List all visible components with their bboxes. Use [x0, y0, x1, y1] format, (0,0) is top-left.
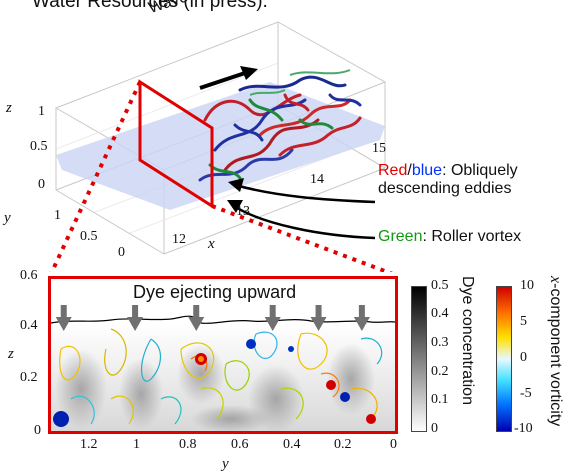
- header-caption: Water Resources (in press).: [32, 0, 268, 12]
- upward-ejection-arrows: [55, 305, 370, 331]
- ejection-arrow-head: [264, 317, 281, 331]
- z-tick-bottom: 0: [34, 423, 41, 438]
- y-tick-bottom: 0.6: [231, 437, 249, 452]
- ejection-arrow-head: [310, 317, 327, 331]
- vortex-cores: [53, 339, 376, 427]
- ejection-arrow-head: [188, 317, 205, 331]
- wave-arrow-head: [240, 66, 258, 80]
- y-tick: 0.5: [80, 229, 98, 244]
- dye-cbar-tick: 0.3: [431, 335, 449, 350]
- x-tick: 12: [172, 232, 186, 247]
- ejection-arrow-shaft: [315, 305, 322, 319]
- y-tick-bottom: 0.2: [334, 437, 352, 452]
- x-tick: 15: [372, 141, 386, 156]
- wave-arrow-shaft: [199, 70, 249, 90]
- roller-annotation: Green: Roller vortex: [378, 228, 522, 245]
- z-tick: 0.5: [30, 139, 48, 154]
- ejection-arrow-shaft: [193, 305, 200, 319]
- vort-cbar-tick: -5: [520, 386, 532, 401]
- ejection-arrow-shaft: [269, 305, 276, 319]
- vort-cbar-tick: -10: [514, 421, 533, 436]
- free-surface-line: [51, 315, 395, 325]
- dotted-connector-right: [211, 204, 394, 272]
- z-tick: 1: [38, 104, 45, 119]
- dye-cbar-tick: 0: [431, 421, 438, 436]
- y-tick-bottom: 1.2: [80, 437, 98, 452]
- roller-vortex-traces: [249, 69, 351, 96]
- eddies-annotation: Red/blue: Obliquely descending eddies: [378, 162, 518, 197]
- ejection-arrow-head: [127, 317, 144, 331]
- ejection-arrow-shaft: [358, 305, 365, 319]
- z-tick-bottom: 0.4: [20, 318, 38, 333]
- ejection-arrow-head: [353, 317, 370, 331]
- x-axis-label-top: x: [208, 236, 215, 252]
- ejection-arrow-shaft: [60, 305, 67, 319]
- vort-cbar-tick: 10: [520, 278, 534, 293]
- dye-plot-frame: [48, 276, 398, 434]
- z-tick-bottom: 0.2: [20, 370, 38, 385]
- z-axis-label-bottom: z: [8, 346, 14, 362]
- dye-cbar-tick: 0.4: [431, 306, 449, 321]
- y-axis-label-top: y: [4, 210, 11, 226]
- vorticity-contours: [59, 328, 383, 425]
- ejection-arrow-shaft: [132, 305, 139, 319]
- eddies-pointer: [234, 183, 376, 204]
- y-tick: 1: [54, 208, 61, 223]
- y-tick-bottom: 0.8: [179, 437, 197, 452]
- vort-cbar-tick: 5: [520, 314, 527, 329]
- y-tick: 0: [118, 245, 125, 260]
- ejection-arrow-head: [55, 317, 72, 331]
- dye-colorbar-label: Dye concentration: [459, 276, 476, 405]
- dye-plot-title: Dye ejecting upward: [133, 282, 297, 302]
- y-axis-label-bottom: y: [222, 456, 229, 472]
- x-tick: 13: [236, 204, 250, 219]
- dye-cbar-tick: 0.2: [431, 364, 449, 379]
- x-tick: 14: [310, 172, 324, 187]
- dye-plot-canvas: [51, 305, 395, 431]
- y-tick-bottom: 1: [133, 437, 140, 452]
- top-3d-view: [49, 21, 394, 272]
- roller-pointer: [233, 204, 376, 240]
- z-tick-bottom: 0.6: [20, 268, 38, 283]
- vort-cbar-tick: 0: [520, 350, 527, 365]
- z-axis-label: z: [6, 100, 12, 116]
- dye-cbar-tick: 0.5: [431, 278, 449, 293]
- z-tick: 0: [38, 177, 45, 192]
- dye-cbar-tick: 0.1: [431, 392, 449, 407]
- vorticity-colorbar: [496, 286, 512, 432]
- dye-colorbar: [411, 286, 427, 432]
- y-tick-bottom: 0.4: [283, 437, 301, 452]
- vorticity-colorbar-label: x-component vorticity: [547, 276, 564, 427]
- y-tick-bottom: 0: [390, 437, 397, 452]
- vortex-structures: [198, 75, 362, 182]
